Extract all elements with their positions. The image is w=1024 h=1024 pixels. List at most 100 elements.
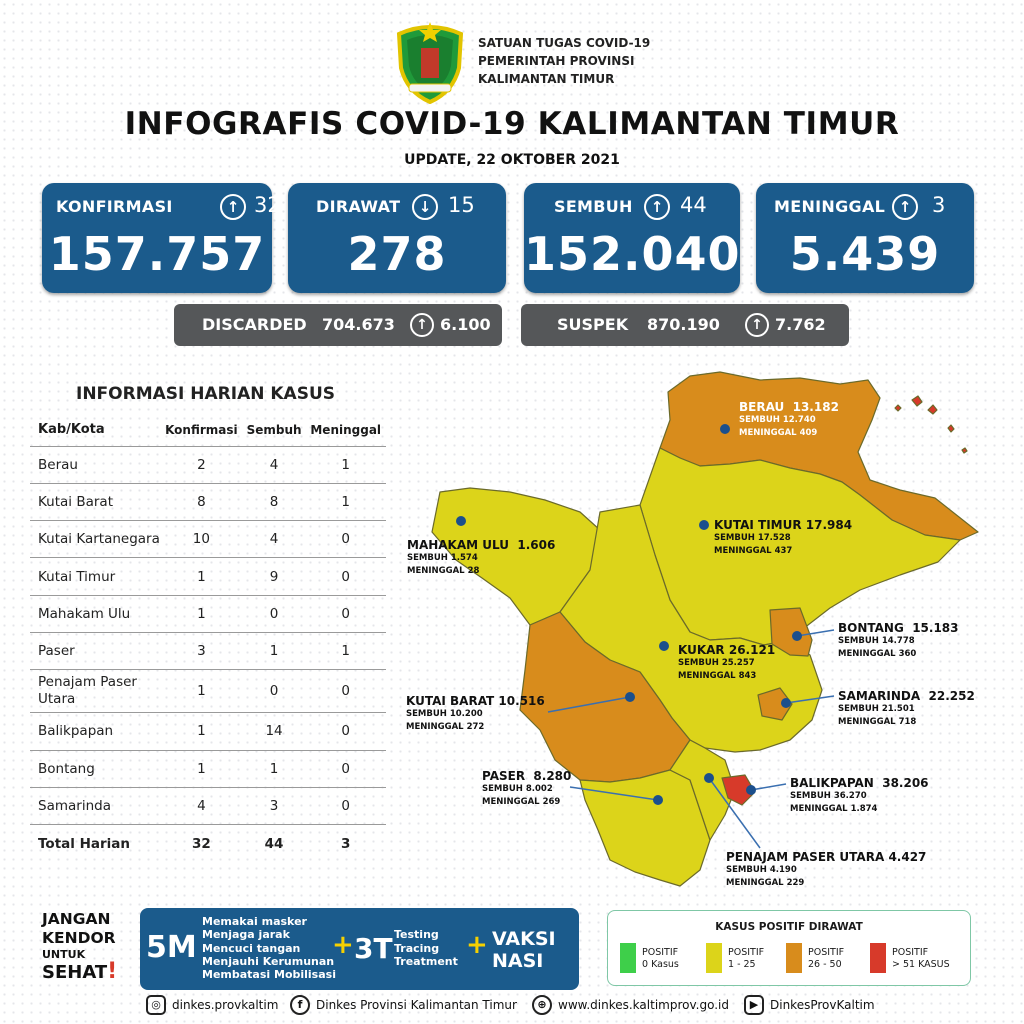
region-islands [894, 395, 968, 454]
legend-item: POSITIF 26 - 50 [808, 947, 844, 971]
kaltim-map [431, 371, 979, 887]
suspek-value: 870.190 [647, 315, 720, 334]
slogan-line-2: KENDOR [42, 929, 116, 947]
map-label-mahakam-ulu: MAHAKAM ULU 1.606 SEMBUH 1.574 MENINGGAL… [407, 538, 555, 578]
table-row: Balikpapan 1 14 0 [30, 712, 386, 751]
table-row: Mahakam Ulu 1 0 0 [30, 595, 386, 633]
table-row: Samarinda 4 3 0 [30, 787, 386, 826]
cell-meninggal: 3 [340, 835, 351, 852]
legend-swatch-red [870, 943, 886, 973]
region-name: KUTAI BARAT [406, 694, 495, 708]
map-label-bontang: BONTANG 15.183 SEMBUH 14.778 MENINGGAL 3… [838, 621, 959, 661]
cell-sembuh: 1 [242, 632, 306, 671]
cell-name: Berau [30, 446, 160, 484]
table-row: Kutai Barat 8 8 1 [30, 483, 386, 522]
region-total: 4.427 [888, 850, 927, 864]
region-sembuh: SEMBUH 14.778 [838, 636, 915, 646]
region-meninggal: MENINGGAL 843 [678, 671, 757, 681]
region-balikpapan [721, 774, 756, 806]
cell-konfirmasi: 10 [160, 520, 243, 559]
3t-item: Tracing [394, 941, 440, 955]
stat-value: 157.757 [48, 227, 266, 281]
footer-website[interactable]: ⊕ www.dinkes.kaltimprov.go.id [532, 992, 729, 1018]
cell-sembuh: 3 [242, 787, 306, 826]
marker-balikpapan [746, 785, 756, 795]
cell-meninggal: 1 [305, 483, 386, 522]
stat-label: MENINGGAL [774, 197, 886, 216]
marker-mahakam-ulu [456, 516, 466, 526]
legend-line: 1 - 25 [728, 959, 756, 970]
cell-meninggal: 0 [305, 520, 386, 559]
col-header-meninggal: Meninggal [305, 414, 386, 447]
marker-ppu [704, 773, 714, 783]
cell-name: Paser [30, 632, 160, 671]
facebook-page: Dinkes Provinsi Kalimantan Timur [316, 998, 517, 1012]
3t-label: 3T [354, 932, 393, 965]
map-label-samarinda: SAMARINDA 22.252 SEMBUH 21.501 MENINGGAL… [838, 689, 975, 729]
region-sembuh: SEMBUH 4.190 [726, 865, 797, 875]
arrow-up-icon: ↑ [644, 194, 670, 220]
cell-meninggal: 1 [305, 632, 386, 671]
discarded-value: 704.673 [322, 315, 395, 334]
plus-sign: + [466, 930, 488, 960]
cell-name: Kutai Timur [30, 557, 160, 596]
3t-item: Treatment [394, 955, 458, 968]
cell-sembuh: 44 [264, 835, 284, 852]
region-meninggal: MENINGGAL 28 [407, 566, 480, 576]
region-sembuh: SEMBUH 12.740 [739, 415, 816, 425]
website-url: www.dinkes.kaltimprov.go.id [558, 998, 729, 1012]
map-label-kukar: KUKAR 26.121 SEMBUH 25.257 MENINGGAL 843 [678, 643, 775, 683]
region-name: SAMARINDA [838, 689, 921, 703]
stat-label: DIRAWAT [316, 197, 401, 216]
region-meninggal: MENINGGAL 437 [714, 546, 793, 556]
legend-line: 26 - 50 [808, 959, 842, 970]
region-total: 26.121 [728, 643, 776, 657]
vaksinasi-label: VAKSI NASI [492, 928, 556, 972]
footer-facebook[interactable]: f Dinkes Provinsi Kalimantan Timur [290, 992, 517, 1018]
cell-name: Penajam Paser Utara [30, 669, 160, 714]
region-sembuh: SEMBUH 25.257 [678, 658, 755, 668]
cell-name: Balikpapan [30, 712, 160, 751]
footer-youtube[interactable]: ▶ DinkesProvKaltim [744, 992, 875, 1018]
region-total: 17.984 [805, 518, 853, 532]
legend-line: > 51 KASUS [892, 959, 950, 970]
marker-kutai-timur [699, 520, 709, 530]
globe-icon: ⊕ [532, 995, 552, 1015]
table-row: Paser 3 1 1 [30, 632, 386, 671]
col-header-konfirmasi: Konfirmasi [160, 414, 243, 447]
region-ppu [669, 739, 736, 841]
legend-swatch-green [620, 943, 636, 973]
stat-delta: 3 [932, 193, 946, 217]
cell-sembuh: 9 [242, 557, 306, 596]
cell-sembuh: 8 [242, 483, 306, 522]
facebook-icon: f [290, 995, 310, 1015]
org-line-3: KALIMANTAN TIMUR [478, 72, 615, 86]
discarded-label: DISCARDED [202, 315, 307, 334]
col-header-sembuh: Sembuh [242, 414, 306, 447]
cell-name: Kutai Kartanegara [30, 520, 160, 559]
marker-kukar [659, 641, 669, 651]
slogan-line-4: SEHAT [42, 962, 108, 983]
region-sembuh: SEMBUH 10.200 [406, 709, 483, 719]
cell-name: Bontang [30, 750, 160, 788]
region-total: 15.183 [912, 621, 959, 635]
stat-card-dirawat: DIRAWAT ↓ 15 278 [288, 183, 506, 293]
region-meninggal: MENINGGAL 272 [406, 722, 485, 732]
discarded-bar: DISCARDED 704.673 ↑ 6.100 [174, 304, 502, 346]
marker-kutai-barat [625, 692, 635, 702]
cell-konfirmasi: 8 [160, 483, 243, 522]
footer-instagram[interactable]: ◎ dinkes.provkaltim [146, 992, 278, 1018]
region-total: 38.206 [882, 776, 929, 790]
vaksinasi-line-2: NASI [492, 950, 544, 972]
stat-label: SEMBUH [554, 197, 633, 216]
stat-label: KONFIRMASI [56, 197, 173, 216]
region-total: 1.606 [517, 538, 556, 552]
cell-meninggal: 0 [305, 669, 386, 714]
legend-line: POSITIF [642, 947, 679, 958]
map-label-ppu: PENAJAM PASER UTARA 4.427 SEMBUH 4.190 M… [726, 850, 926, 890]
region-bontang [769, 607, 813, 657]
cell-konfirmasi: 3 [160, 632, 243, 671]
cell-meninggal: 0 [305, 750, 386, 788]
cell-name: Samarinda [30, 787, 160, 826]
legend-swatch-yellow [706, 943, 722, 973]
